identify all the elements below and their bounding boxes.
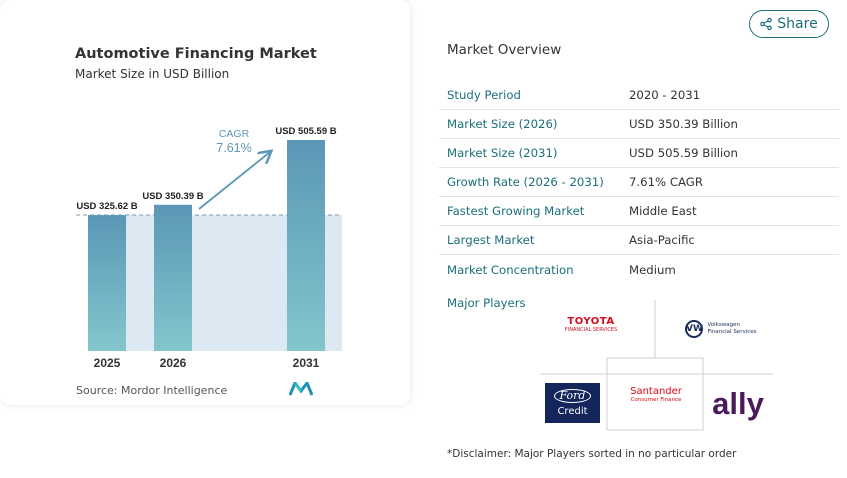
x-tick-label: 2031 (293, 356, 320, 370)
overview-row: Fastest Growing Market Middle East (439, 197, 839, 226)
overview-title: Market Overview (447, 42, 562, 58)
bar-chart: USD 325.62 B 2025 USD 350.39 B 2026 USD 505.… (76, 126, 342, 370)
cagr-label: CAGR (219, 128, 250, 140)
toyota-name: TOYOTA (567, 316, 615, 327)
chart-title: Automotive Financing Market (75, 46, 317, 62)
row-value: 7.61% CAGR (629, 175, 703, 189)
ford-credit-text: Credit (557, 406, 588, 417)
row-value: Asia-Pacific (629, 233, 695, 247)
vw-financial-logo: VW Volkswagen Financial Services (676, 317, 766, 341)
row-value: 2020 - 2031 (629, 88, 701, 102)
overview-row: Market Size (2031) USD 505.59 Billion (439, 139, 839, 168)
major-players-label: Major Players (447, 296, 526, 310)
row-value: USD 505.59 Billion (629, 146, 738, 160)
market-size-card: Automotive Financing Market Market Size … (0, 0, 410, 405)
toyota-tagline: FINANCIAL SERVICES (564, 327, 618, 333)
source-note: Source: Mordor Intelligence (76, 384, 228, 397)
vw-badge-icon: VW (685, 320, 704, 338)
ally-logo: ally (712, 386, 764, 421)
santander-logo: Santander Consumer Finance (621, 383, 691, 407)
vw-name: Volkswagen (707, 322, 740, 328)
bar-2031 (287, 140, 325, 351)
vw-tagline: Financial Services (707, 329, 757, 335)
share-icon (760, 18, 773, 30)
row-key: Growth Rate (2026 - 2031) (447, 175, 604, 189)
mordor-logo (289, 382, 313, 396)
overview-row: Largest Market Asia-Pacific (439, 226, 839, 255)
row-key: Market Size (2031) (447, 146, 558, 160)
overview-row: Study Period 2020 - 2031 (439, 81, 839, 110)
disclaimer: *Disclaimer: Major Players sorted in no … (447, 448, 737, 460)
overview-row: Market Size (2026) USD 350.39 Billion (439, 110, 839, 139)
x-tick-label: 2026 (160, 356, 187, 370)
row-value: USD 350.39 Billion (629, 117, 738, 131)
share-button[interactable]: Share (749, 10, 829, 38)
x-tick-label: 2025 (94, 356, 121, 370)
santander-name: Santander (630, 386, 682, 397)
bar-value-label: USD 350.39 B (142, 191, 203, 202)
row-key: Study Period (447, 88, 521, 102)
bar-2025 (88, 215, 126, 351)
share-label: Share (777, 16, 818, 32)
overview-row: Market Concentration Medium (439, 255, 839, 284)
toyota-financial-logo: TOYOTA FINANCIAL SERVICES (551, 316, 631, 334)
row-key: Market Size (2026) (447, 117, 558, 131)
cagr-arrow (198, 152, 270, 210)
chart-subtitle: Market Size in USD Billion (75, 67, 230, 81)
bar-2026 (154, 204, 192, 351)
overview-row: Growth Rate (2026 - 2031) 7.61% CAGR (439, 168, 839, 197)
overview-table: Study Period 2020 - 2031 Market Size (202… (439, 81, 839, 284)
row-value: Middle East (629, 204, 697, 218)
bar-value-label: USD 505.59 B (275, 126, 336, 137)
santander-tagline: Consumer Finance (630, 397, 682, 403)
row-key: Fastest Growing Market (447, 204, 585, 218)
cagr-value: 7.61% (216, 141, 251, 155)
bar-value-label: USD 325.62 B (76, 201, 137, 212)
row-key: Largest Market (447, 233, 535, 247)
ford-credit-logo: Ford Credit (545, 383, 600, 423)
ford-oval: Ford (553, 389, 592, 403)
row-key: Market Concentration (447, 262, 574, 277)
row-value: Medium (629, 262, 676, 277)
